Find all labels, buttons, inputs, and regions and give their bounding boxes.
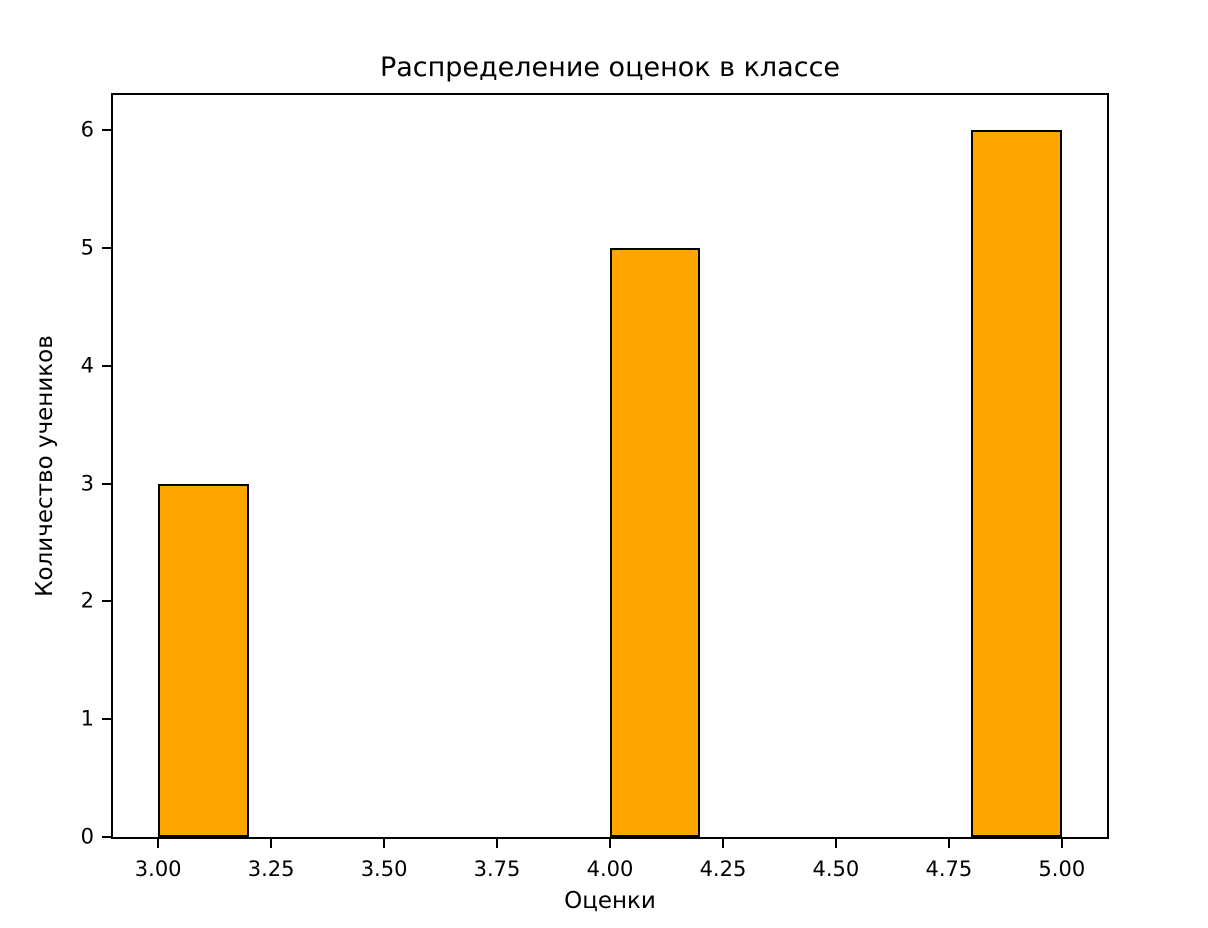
x-tick-label: 3.75: [473, 857, 521, 881]
x-tick-mark: [947, 839, 950, 848]
y-tick-mark: [102, 364, 111, 367]
x-tick-label: 4.00: [586, 857, 634, 881]
x-tick-mark: [496, 839, 499, 848]
x-tick-mark: [834, 839, 837, 848]
y-tick-label: 4: [80, 353, 94, 378]
bar: [158, 483, 249, 837]
y-tick-label: 6: [80, 117, 94, 142]
x-tick-mark: [721, 839, 724, 848]
x-tick-label: 4.25: [699, 857, 747, 881]
y-tick-mark: [102, 482, 111, 485]
bar: [610, 248, 701, 837]
x-tick-label: 4.75: [925, 857, 973, 881]
x-tick-label: 3.25: [247, 857, 295, 881]
y-tick-label: 2: [80, 588, 94, 613]
y-tick-mark: [102, 836, 111, 838]
x-tick-label: 3.00: [134, 857, 182, 881]
x-tick-label: 5.00: [1038, 857, 1086, 881]
x-tick-mark: [609, 839, 611, 848]
chart-title: Распределение оценок в классе: [379, 52, 841, 83]
bar: [971, 130, 1062, 837]
y-tick-label: 0: [80, 824, 94, 849]
plot-area: 3.00 3.25 3.50 3.75 4.00 4.25 4.50 4.75 5.00 0 1 2 3…: [81, 93, 1109, 880]
x-tick-mark: [1060, 839, 1063, 848]
x-axis-label: Оценки: [564, 888, 656, 914]
y-tick-label: 5: [80, 235, 94, 260]
y-tick-mark: [102, 129, 111, 132]
y-tick-label: 3: [80, 471, 94, 496]
y-tick-label: 1: [80, 706, 94, 731]
x-tick-mark: [270, 839, 273, 848]
y-tick-mark: [102, 718, 111, 721]
x-tick-label: 3.50: [360, 857, 408, 881]
y-tick-mark: [102, 600, 111, 603]
y-tick-mark: [102, 247, 111, 250]
x-tick-mark: [157, 839, 160, 848]
x-tick-mark: [383, 839, 386, 848]
y-axis-label: Количество учеников: [32, 335, 59, 597]
x-tick-label: 4.50: [812, 857, 860, 881]
